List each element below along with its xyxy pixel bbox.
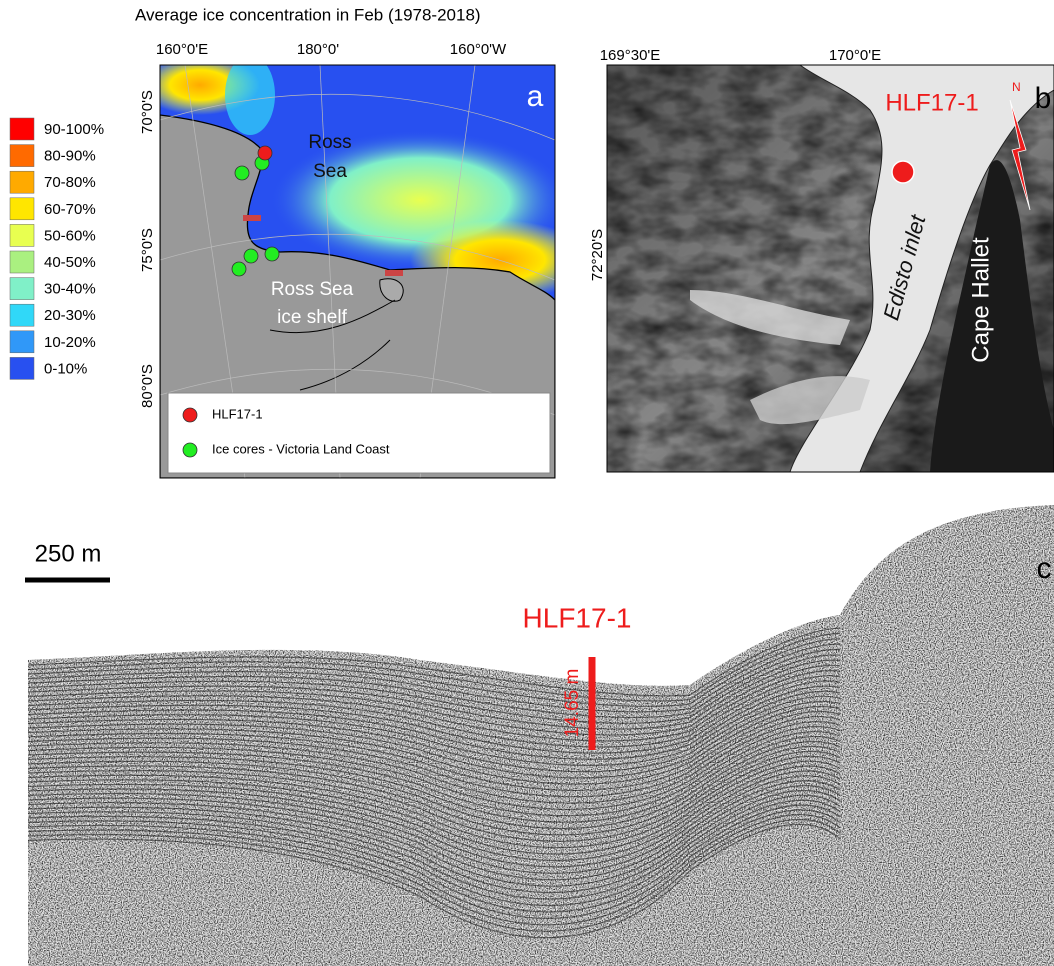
legend-marker [183, 443, 197, 457]
lat-label: 75°0'S [139, 228, 156, 272]
scale-label: 250 m [35, 540, 102, 567]
legend-label: HLF17-1 [212, 406, 263, 421]
lat-label: 72°20'S [589, 229, 606, 281]
legend-swatch [10, 357, 34, 379]
legend-label: 0-10% [44, 360, 87, 377]
legend-swatch [10, 278, 34, 300]
panel-letter: c [1037, 552, 1052, 585]
legend-label: 30-40% [44, 281, 96, 298]
panel-letter: b [1035, 82, 1052, 115]
legend-swatch [10, 331, 34, 353]
colorbar-legend: 90-100% 80-90% 70-80% 60-70% 50-60% 40-50% 30-… [10, 118, 104, 379]
lon-label: 160°0'W [450, 41, 507, 58]
legend-swatch [10, 198, 34, 220]
legend-marker [183, 408, 197, 422]
legend-label: Ice cores - Victoria Land Coast [212, 441, 390, 456]
seismic-profile [28, 500, 1054, 966]
lon-label: 160°0'E [156, 41, 208, 58]
legend-label: 10-20% [44, 334, 96, 351]
legend-swatch [10, 251, 34, 273]
legend-label: 70-80% [44, 174, 96, 191]
core-site [258, 146, 272, 160]
core-length: 14.65 m [562, 669, 583, 738]
lon-label: 170°0'E [829, 47, 881, 64]
lon-label: 169°30'E [600, 47, 661, 64]
legend-label: 40-50% [44, 254, 96, 271]
legend-label: 50-60% [44, 227, 96, 244]
legend-swatch [10, 224, 34, 246]
site-label: HLF17-1 [885, 89, 978, 116]
cape-label: Cape Hallet [967, 237, 994, 363]
point-legend-box [168, 393, 550, 473]
legend-swatch [10, 304, 34, 326]
figure: Average ice concentration in Feb (1978-2… [0, 0, 1054, 966]
ice-core-site [232, 262, 246, 276]
site-label: HLF17-1 [523, 602, 632, 633]
ice-core-site [244, 249, 258, 263]
ice-core-site [265, 247, 279, 261]
legend-label: 90-100% [44, 121, 104, 138]
ice-core-site [235, 166, 249, 180]
lat-label: 70°0'S [139, 90, 156, 134]
lat-label: 80°0'S [139, 364, 156, 408]
panel-letter: a [527, 80, 544, 113]
legend-label: 20-30% [44, 307, 96, 324]
shelf-label: Ross Sea [271, 279, 354, 300]
legend-label: 80-90% [44, 148, 96, 165]
panel-title: Average ice concentration in Feb (1978-2… [135, 5, 481, 24]
legend-swatch [10, 145, 34, 167]
legend-label: 60-70% [44, 201, 96, 218]
lon-label: 180°0' [297, 41, 339, 58]
shelf-label: ice shelf [277, 307, 347, 328]
legend-swatch [10, 118, 34, 140]
site-marker [892, 161, 914, 183]
sea-label: Ross [308, 132, 351, 153]
north-label: N [1012, 80, 1021, 94]
legend-swatch [10, 171, 34, 193]
sea-label: Sea [313, 161, 347, 182]
